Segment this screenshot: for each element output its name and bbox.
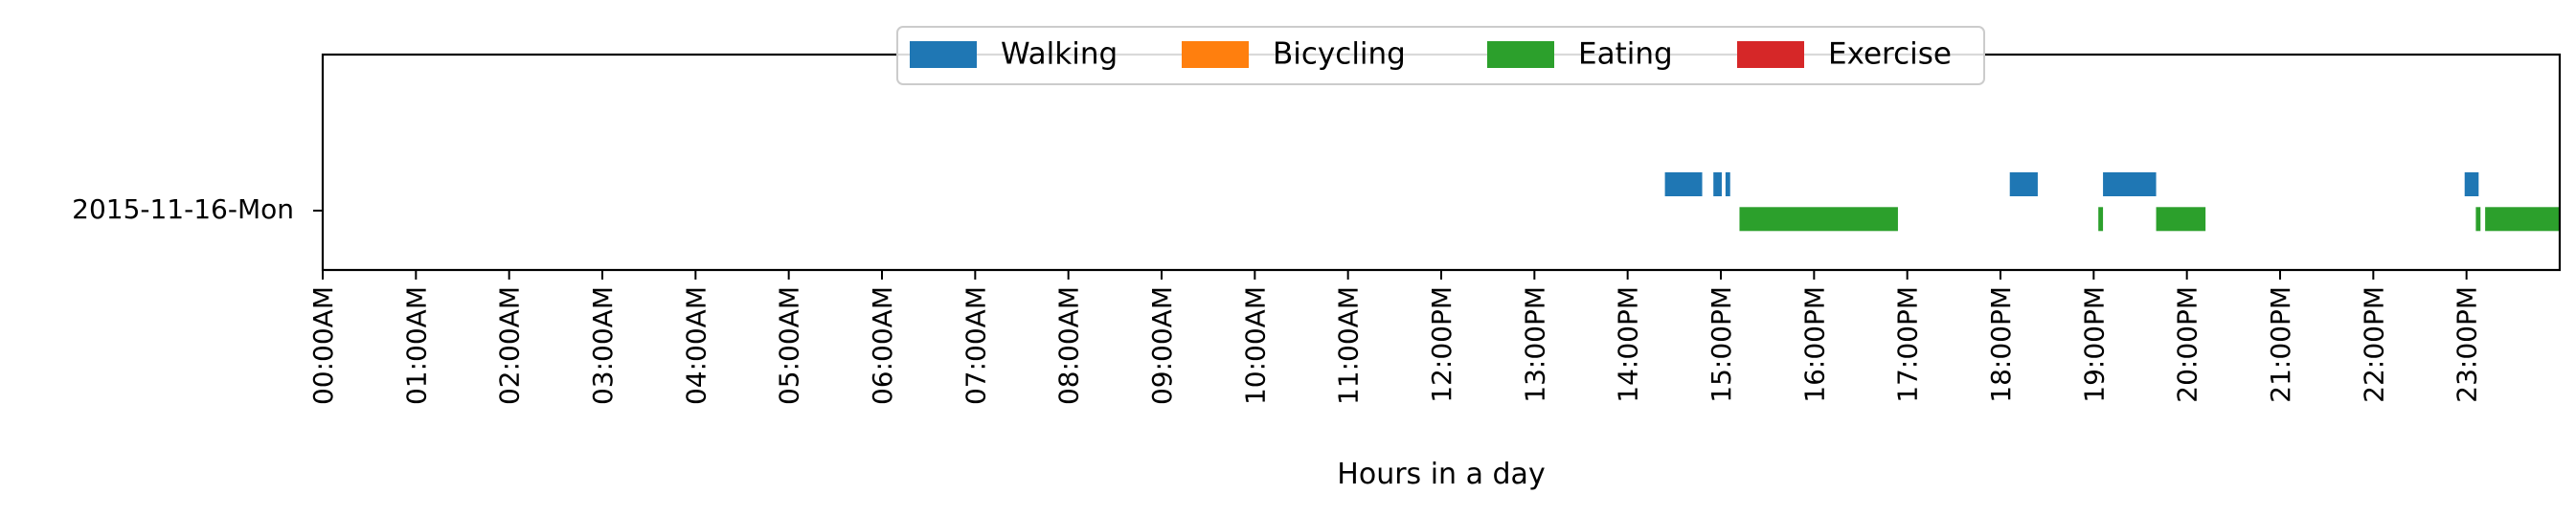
x-tick-label: 19:00PM bbox=[2078, 286, 2110, 403]
x-tick-label: 16:00PM bbox=[1798, 286, 1830, 403]
bar-walking-4 bbox=[2103, 172, 2157, 196]
legend-label-bicycling: Bicycling bbox=[1273, 37, 1406, 72]
x-tick-label: 09:00AM bbox=[1146, 286, 1178, 405]
x-tick-label: 10:00AM bbox=[1239, 286, 1271, 405]
x-tick-label: 14:00PM bbox=[1613, 286, 1644, 403]
bar-walking-5 bbox=[2464, 172, 2479, 196]
bar-walking-2 bbox=[1725, 172, 1730, 196]
bar-eating-3 bbox=[2475, 207, 2481, 232]
x-tick-label: 04:00AM bbox=[680, 286, 712, 405]
x-tick-label: 06:00AM bbox=[867, 286, 898, 405]
x-tick-label: 00:00AM bbox=[307, 286, 339, 405]
x-tick-label: 02:00AM bbox=[494, 286, 526, 405]
x-tick-label: 22:00PM bbox=[2358, 286, 2389, 403]
x-tick-label: 07:00AM bbox=[960, 286, 991, 405]
bar-eating-1 bbox=[2098, 207, 2104, 232]
legend-label-walking: Walking bbox=[1001, 37, 1118, 72]
x-tick-label: 03:00AM bbox=[587, 286, 619, 405]
legend-swatch-walking bbox=[910, 41, 977, 68]
legend-box bbox=[896, 26, 1985, 85]
bar-eating-0 bbox=[1739, 207, 1898, 232]
x-tick-label: 23:00PM bbox=[2452, 286, 2483, 403]
plot-area bbox=[1664, 172, 2560, 232]
x-tick-label: 13:00PM bbox=[1519, 286, 1550, 403]
legend-swatch-eating bbox=[1487, 41, 1554, 68]
x-tick-label: 12:00PM bbox=[1426, 286, 1457, 403]
legend-label-exercise: Exercise bbox=[1828, 37, 1952, 72]
legend-swatch-exercise bbox=[1737, 41, 1804, 68]
x-tick-label: 11:00AM bbox=[1333, 286, 1365, 405]
x-tick-label: 18:00PM bbox=[1985, 286, 2017, 403]
x-tick-label: 20:00PM bbox=[2172, 286, 2203, 403]
bar-eating-4 bbox=[2485, 207, 2560, 232]
bar-walking-1 bbox=[1713, 172, 1722, 196]
bar-eating-2 bbox=[2156, 207, 2206, 232]
bar-walking-0 bbox=[1664, 172, 1703, 196]
x-axis-title: Hours in a day bbox=[1337, 458, 1545, 491]
x-tick-label: 21:00PM bbox=[2265, 286, 2296, 403]
x-tick-label: 15:00PM bbox=[1706, 286, 1737, 403]
legend-label-eating: Eating bbox=[1578, 37, 1673, 72]
x-tick-label: 17:00PM bbox=[1892, 286, 1924, 403]
plot-frame bbox=[321, 53, 2562, 272]
legend-swatch-bicycling bbox=[1182, 41, 1249, 68]
axes: 2015-11-16-Mon 00:00AM 01:00AM 02:00AM 03:00… bbox=[72, 53, 2562, 491]
legend: Walking Bicycling Eating Exercise bbox=[896, 26, 1985, 85]
x-tick-label: 01:00AM bbox=[400, 286, 432, 405]
x-tick-label: 08:00AM bbox=[1053, 286, 1085, 405]
bar-walking-3 bbox=[2009, 172, 2038, 196]
y-tick-label: 2015-11-16-Mon bbox=[72, 193, 294, 225]
x-tick-label: 05:00AM bbox=[774, 286, 805, 405]
